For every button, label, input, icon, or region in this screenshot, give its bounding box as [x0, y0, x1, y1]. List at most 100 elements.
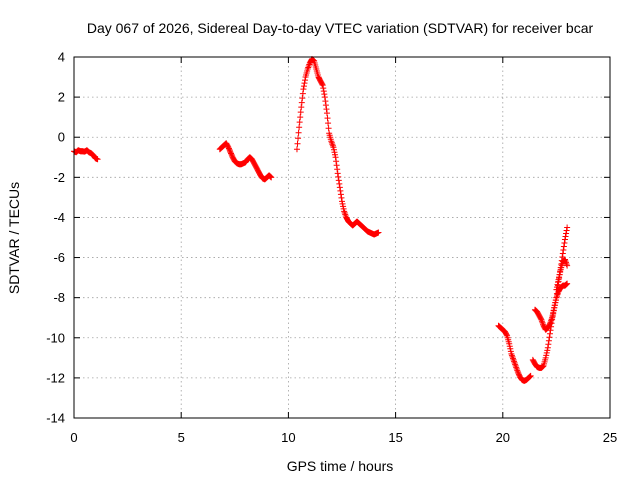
y-tick-label: 4 [58, 50, 65, 65]
data-point [506, 343, 513, 350]
y-tick-label: 2 [58, 90, 65, 105]
data-points [71, 56, 571, 384]
data-point [325, 125, 332, 132]
data-point [375, 229, 382, 236]
data-point [310, 57, 317, 64]
data-point [225, 145, 232, 152]
data-point [296, 119, 303, 126]
data-point [226, 148, 233, 155]
data-point [527, 372, 534, 379]
data-point [321, 91, 328, 98]
data-point [560, 243, 567, 250]
data-point [310, 57, 317, 64]
data-point [334, 166, 341, 173]
chart-title: Day 067 of 2026, Sidereal Day-to-day VTE… [87, 20, 594, 36]
data-point [555, 279, 562, 286]
x-axis-label: GPS time / hours [287, 458, 394, 474]
data-point [559, 254, 566, 261]
data-point [226, 146, 233, 153]
data-point [331, 149, 338, 156]
axis-ticks [73, 56, 611, 419]
data-point [294, 140, 301, 147]
data-point [339, 198, 345, 205]
data-point [551, 302, 558, 309]
data-point [302, 77, 309, 84]
data-point [332, 151, 339, 158]
data-point [563, 230, 570, 237]
data-point [330, 146, 337, 153]
data-point [227, 149, 234, 156]
data-point [556, 271, 563, 278]
data-point [228, 151, 235, 158]
data-point [561, 240, 568, 247]
data-point [546, 334, 553, 341]
data-point [526, 373, 533, 380]
data-point [295, 129, 302, 136]
y-tick-label: -14 [46, 411, 65, 426]
data-point [553, 286, 560, 293]
data-point [297, 114, 304, 121]
y-tick-label: -6 [53, 250, 65, 265]
data-point [539, 363, 546, 370]
data-point [561, 236, 568, 243]
data-point [542, 354, 549, 361]
data-point [330, 144, 337, 151]
data-point [562, 233, 569, 240]
data-point [336, 184, 343, 191]
data-point [550, 309, 557, 316]
data-point [537, 315, 544, 322]
data-point [267, 173, 274, 180]
data-point [300, 83, 307, 90]
data-point [544, 344, 551, 351]
series-segment-6 [531, 224, 571, 333]
data-point [560, 247, 567, 254]
data-point [296, 124, 303, 131]
data-point [293, 146, 300, 153]
data-point [319, 81, 326, 88]
data-point [321, 94, 328, 101]
data-point [225, 144, 232, 151]
data-point [553, 290, 560, 297]
data-point [503, 331, 510, 338]
data-point [552, 299, 559, 306]
data-point [324, 115, 331, 122]
data-point [546, 330, 553, 337]
y-tick-label: 0 [58, 130, 65, 145]
data-point [553, 294, 560, 301]
data-point [332, 154, 339, 161]
series-segment-3 [293, 56, 382, 238]
data-point [545, 337, 552, 344]
series-segment-7 [553, 256, 571, 293]
data-point [544, 347, 551, 354]
y-tick-label: -8 [53, 290, 65, 305]
data-point [334, 170, 341, 177]
y-tick-label: -12 [46, 370, 65, 385]
y-axis-label: SDTVAR / TECUs [6, 182, 22, 294]
data-point [551, 304, 558, 311]
data-point [298, 104, 305, 111]
data-point [549, 312, 556, 319]
data-point [564, 224, 571, 231]
data-point [339, 200, 346, 207]
data-point [507, 348, 514, 355]
grid-lines [74, 57, 610, 418]
data-point [333, 162, 340, 169]
data-point [300, 86, 307, 93]
x-tick-label: 10 [281, 430, 295, 445]
data-point [563, 227, 570, 234]
data-point [337, 191, 344, 198]
data-point [547, 327, 554, 334]
y-tick-label: -2 [53, 170, 65, 185]
data-point [335, 177, 342, 184]
data-point [267, 173, 274, 180]
data-point [543, 349, 550, 356]
data-point [340, 203, 347, 210]
data-point [515, 371, 522, 378]
data-point [320, 85, 327, 92]
data-point [564, 280, 571, 287]
data-point [556, 274, 563, 281]
series-segment-4 [495, 322, 534, 384]
data-point [546, 321, 553, 328]
